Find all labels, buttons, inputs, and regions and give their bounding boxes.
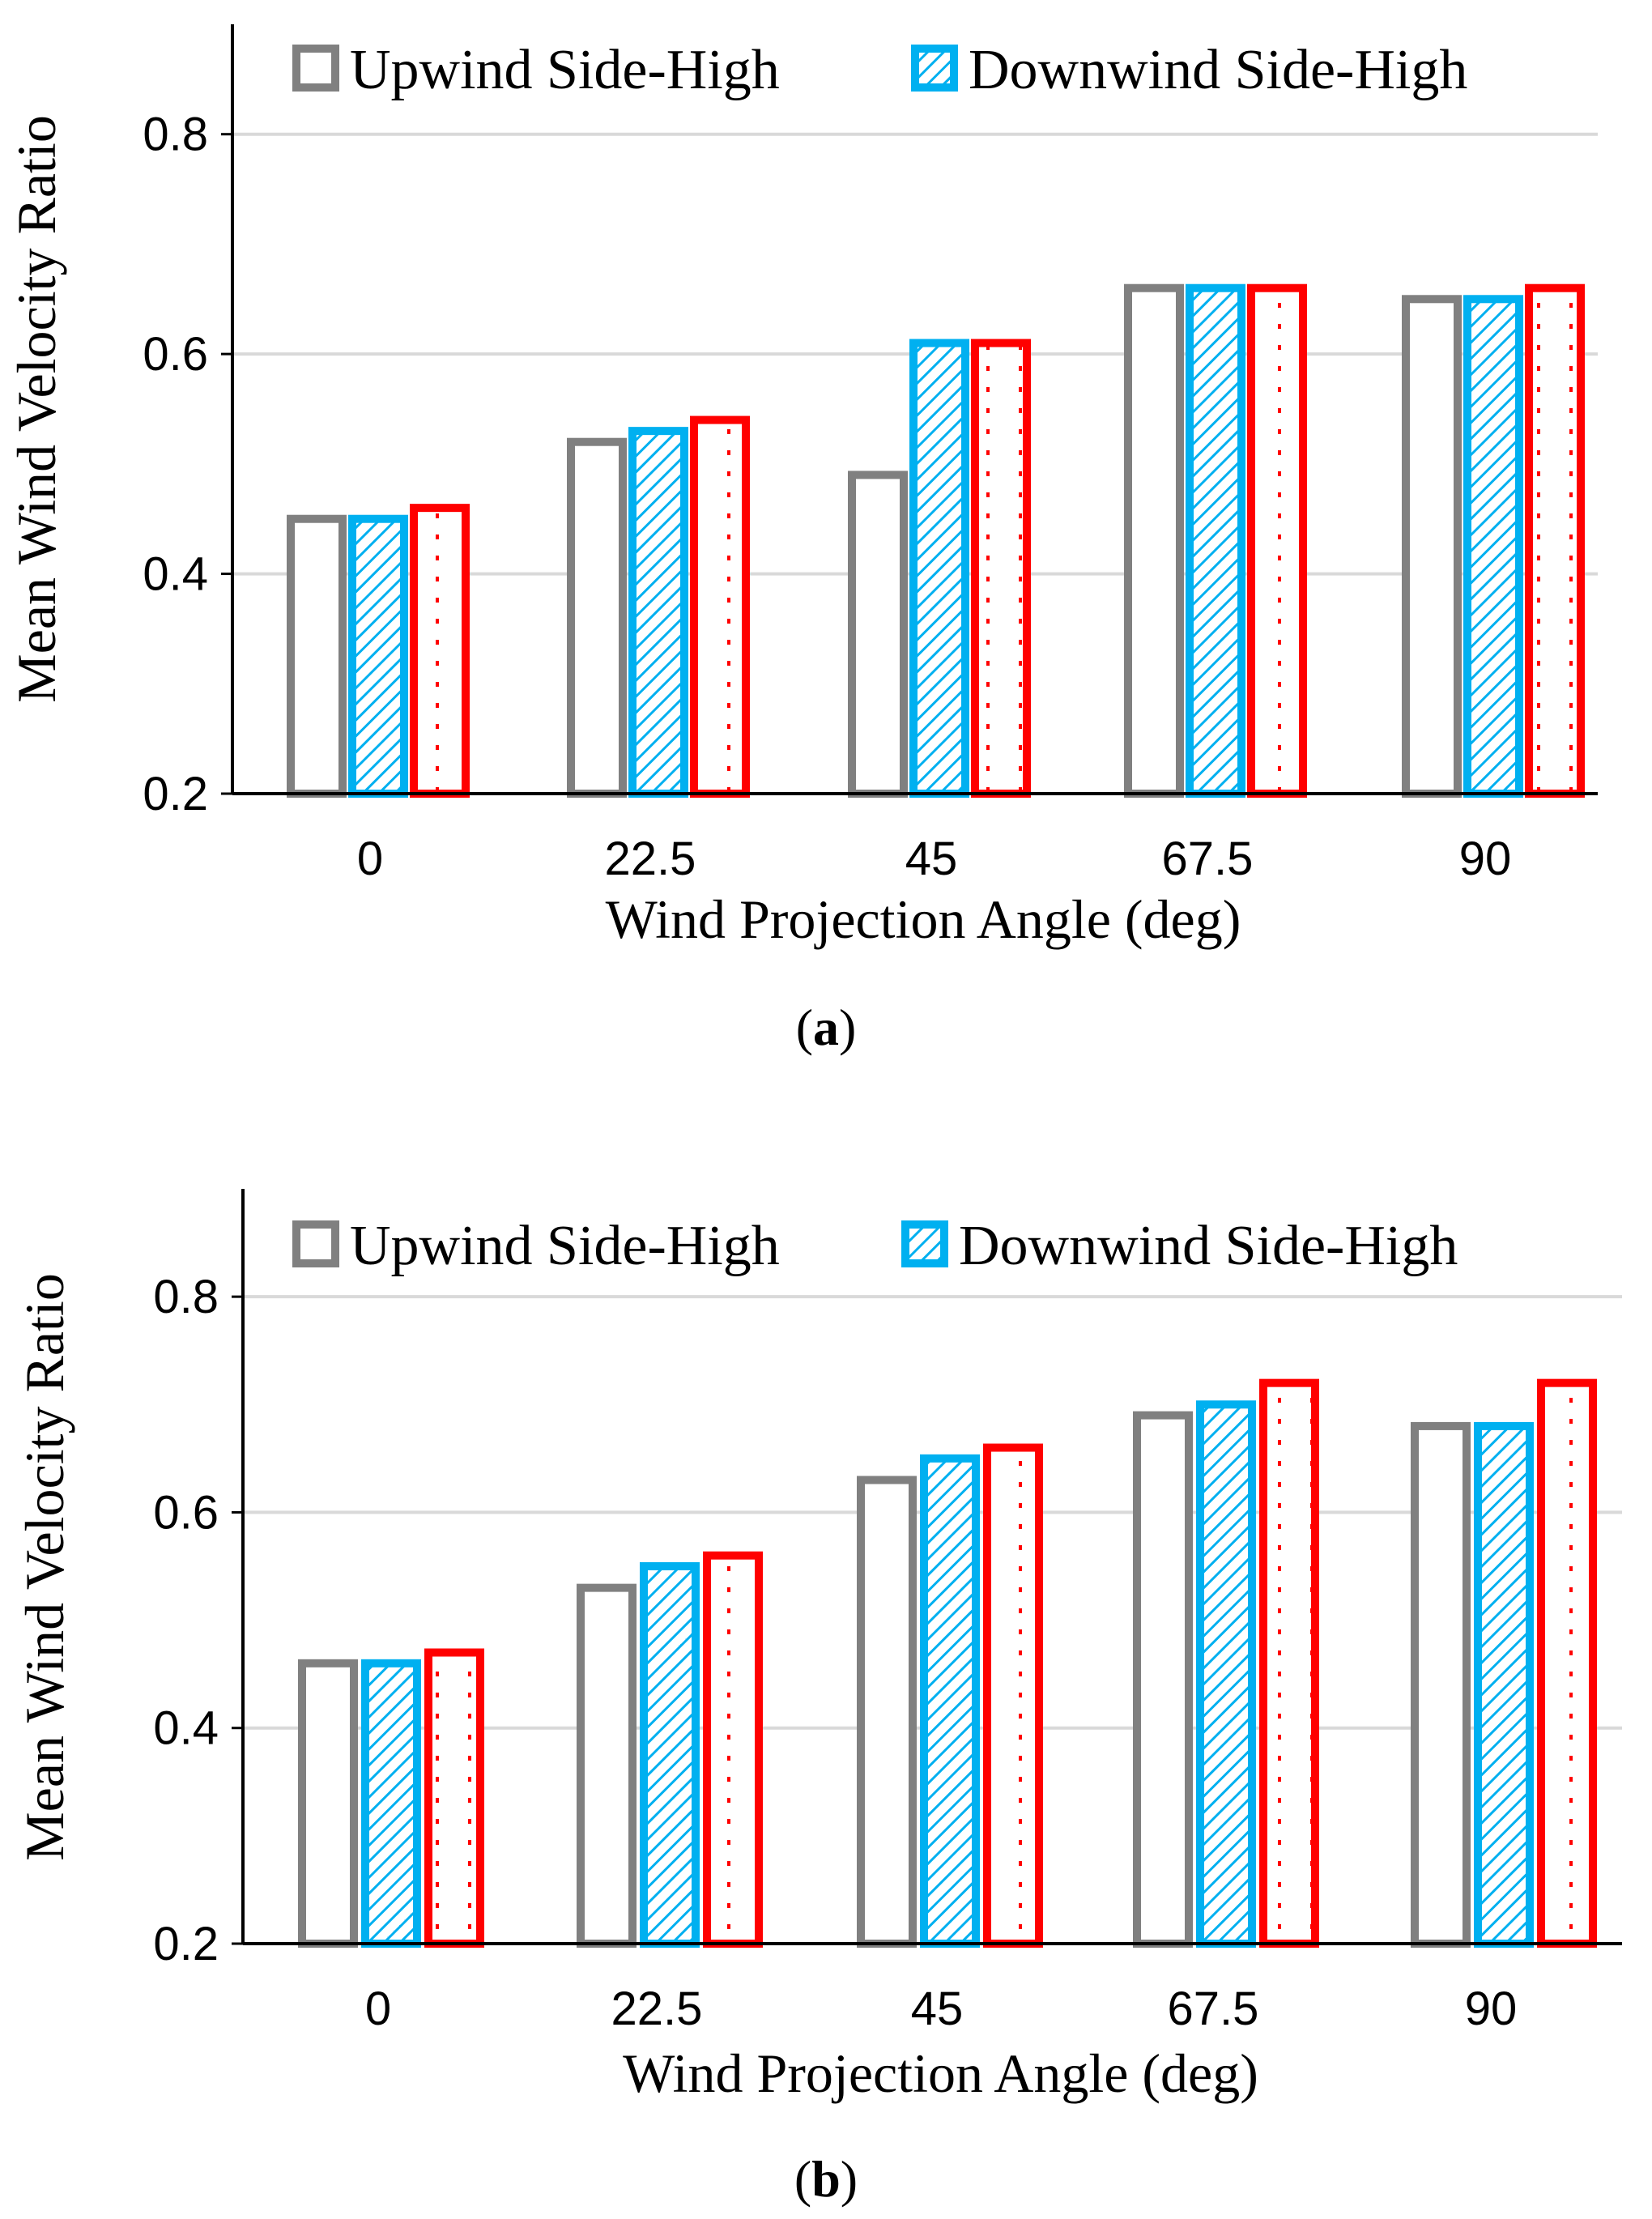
bar-downwind-45 bbox=[920, 1454, 980, 1949]
x-tick-label: 90 bbox=[1465, 1983, 1518, 2035]
legend-label-upwind: Upwind Side-High bbox=[350, 1215, 780, 1277]
bar-upwind-67-5 bbox=[1133, 1411, 1193, 1948]
panel-label: (b) bbox=[794, 2150, 858, 2208]
y-axis-title: Mean Wind Velocity Ratio bbox=[6, 115, 67, 703]
bar-upwind-0 bbox=[298, 1659, 358, 1949]
bar-upwind-90 bbox=[1411, 1421, 1471, 1948]
bar-third-0 bbox=[410, 504, 470, 799]
bar-third-67-5 bbox=[1247, 283, 1307, 798]
y-axis-title: Mean Wind Velocity Ratio bbox=[14, 1273, 75, 1861]
legend-swatch-upwind bbox=[292, 1220, 339, 1267]
bar-downwind-22-5 bbox=[628, 427, 688, 799]
chart-panel-a: 0.2 0.4 0.6 0.8 0 22.5 45 67.5 90 Wind Projection… bbox=[6, 24, 1598, 1056]
x-tick-label: 90 bbox=[1459, 833, 1512, 885]
legend-label-downwind: Downwind Side-High bbox=[959, 1215, 1458, 1277]
bar-third-67-5 bbox=[1259, 1378, 1319, 1948]
y-tick-label: 0.4 bbox=[153, 1702, 219, 1755]
panel-label: (a) bbox=[796, 999, 857, 1056]
bar-third-90 bbox=[1537, 1378, 1597, 1948]
x-tick-label: 45 bbox=[905, 833, 958, 885]
x-axis-title: Wind Projection Angle (deg) bbox=[606, 888, 1241, 950]
y-tick-label: 0.6 bbox=[143, 328, 208, 381]
bar-third-0 bbox=[424, 1648, 484, 1948]
bar-downwind-0 bbox=[348, 514, 408, 798]
y-tick-label: 0.2 bbox=[153, 1918, 219, 1970]
bar-downwind-90 bbox=[1463, 295, 1523, 798]
bar-upwind-0 bbox=[287, 514, 347, 798]
bar-upwind-22-5 bbox=[567, 437, 627, 798]
legend-swatch-upwind bbox=[292, 45, 339, 92]
y-tick-label: 0.8 bbox=[143, 109, 208, 161]
x-tick-label: 0 bbox=[365, 1983, 391, 2035]
x-tick-label: 67.5 bbox=[1168, 1983, 1259, 2035]
bar-downwind-0 bbox=[361, 1659, 421, 1949]
bar-downwind-67-5 bbox=[1196, 1400, 1256, 1949]
y-tick-label: 0.2 bbox=[143, 768, 208, 820]
bar-downwind-45 bbox=[909, 339, 969, 799]
x-tick-label: 22.5 bbox=[605, 833, 696, 885]
legend: Upwind Side-High Downwind Side-High bbox=[292, 1215, 1458, 1277]
y-tick-label: 0.4 bbox=[143, 548, 208, 601]
bar-upwind-67-5 bbox=[1124, 283, 1184, 798]
legend: Upwind Side-High Downwind Side-High bbox=[292, 39, 1467, 101]
bar-third-45 bbox=[971, 339, 1031, 799]
x-axis-title: Wind Projection Angle (deg) bbox=[623, 2042, 1258, 2104]
bar-upwind-22-5 bbox=[577, 1583, 637, 1948]
x-tick-label: 0 bbox=[357, 833, 383, 885]
bar-third-22-5 bbox=[703, 1551, 763, 1948]
legend-label-upwind: Upwind Side-High bbox=[350, 39, 780, 101]
bar-upwind-45 bbox=[857, 1476, 917, 1948]
legend-swatch-downwind bbox=[911, 45, 958, 92]
bar-downwind-90 bbox=[1474, 1421, 1534, 1948]
y-tick-label: 0.8 bbox=[153, 1271, 219, 1323]
x-tick-label: 45 bbox=[911, 1983, 964, 2035]
x-tick-label: 67.5 bbox=[1162, 833, 1254, 885]
bar-upwind-45 bbox=[848, 471, 908, 799]
chart-panel-b: 0.2 0.4 0.6 0.8 0 22.5 45 67.5 90 Wind Projection… bbox=[14, 1189, 1622, 2208]
bar-downwind-22-5 bbox=[640, 1562, 700, 1948]
bar-upwind-90 bbox=[1402, 295, 1462, 798]
bar-third-22-5 bbox=[690, 415, 750, 798]
x-tick-label: 22.5 bbox=[611, 1983, 703, 2035]
bar-third-90 bbox=[1525, 283, 1585, 798]
bar-downwind-67-5 bbox=[1186, 283, 1245, 798]
legend-label-downwind: Downwind Side-High bbox=[969, 39, 1467, 101]
legend-swatch-downwind bbox=[901, 1220, 948, 1267]
bar-third-45 bbox=[983, 1443, 1043, 1948]
y-tick-label: 0.6 bbox=[153, 1486, 219, 1539]
